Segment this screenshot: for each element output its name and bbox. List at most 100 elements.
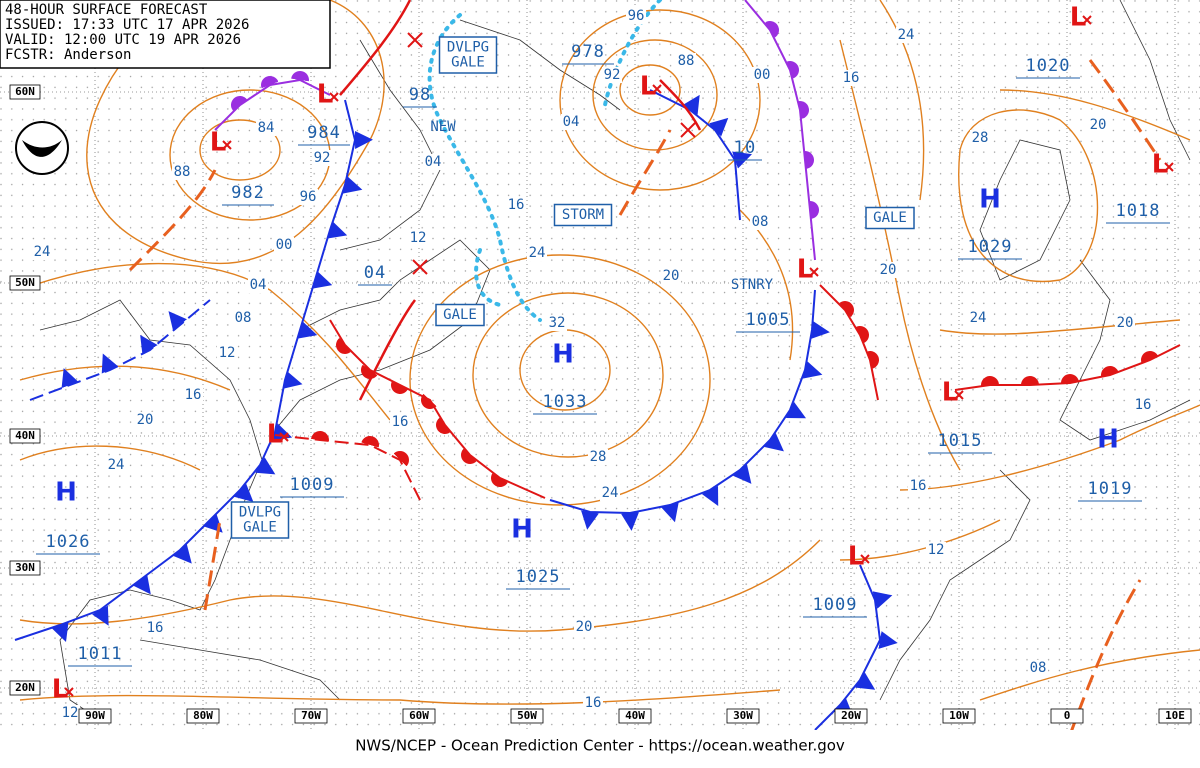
isobar-label: 88 (174, 164, 191, 180)
lon-label: 40W (625, 709, 645, 722)
forecast-x (407, 32, 423, 48)
pressure-label: 98 (409, 85, 431, 105)
lon-label-bg (834, 708, 868, 724)
isobar-label: 16 (185, 387, 202, 403)
warning-box (865, 206, 915, 230)
isobar-label: 96 (300, 189, 317, 205)
low-symbol: L (640, 72, 657, 102)
isobar-label-bg (1028, 660, 1048, 676)
isobar-label: 16 (392, 414, 409, 430)
low-center-x (279, 432, 289, 442)
low-symbol: L (1070, 3, 1087, 33)
low-symbol: L (52, 675, 69, 705)
low-center-x (860, 554, 870, 564)
isobar-label-bg (217, 345, 237, 361)
isobar-label: 04 (250, 277, 267, 293)
pressure-label: 10 (734, 138, 756, 158)
isobar-label-bg (1115, 315, 1135, 331)
warning-text: DVLPG (447, 40, 489, 56)
isobar-label: 20 (880, 262, 897, 278)
lon-label: 10W (949, 709, 969, 722)
pressure-label: 04 (364, 263, 386, 283)
lon-label: 20W (841, 709, 861, 722)
lat-label: 30N (15, 561, 35, 574)
lon-label-bg (294, 708, 328, 724)
low-symbol: L (942, 378, 959, 408)
low-center-x (1082, 15, 1092, 25)
isobar-label: 84 (258, 120, 275, 136)
isobar-label-bg (527, 245, 547, 261)
isobar-label: 28 (972, 130, 989, 146)
isobar-label-bg (600, 485, 620, 501)
footer-band (0, 730, 1200, 764)
low-symbol: L (210, 128, 227, 158)
isobar-label-bg (135, 412, 155, 428)
isobar-label: 20 (663, 268, 680, 284)
fronts (14, 0, 1181, 736)
low-center-x (1164, 162, 1174, 172)
lon-label-bg (726, 708, 760, 724)
lat-label-bg (9, 84, 41, 100)
isobar-label: 08 (235, 310, 252, 326)
high-symbol: H (511, 515, 533, 545)
high-symbol: H (979, 185, 1001, 215)
pressure-label: 1009 (813, 595, 858, 615)
header-line: VALID: 12:00 UTC 19 APR 2026 (5, 32, 241, 48)
low-center-x (329, 92, 339, 102)
forecast-x (412, 259, 428, 275)
isobar-label-bg (602, 67, 622, 83)
pressure-label: 1019 (1088, 479, 1133, 499)
lon-label-bg (402, 708, 436, 724)
warning-box (230, 501, 290, 539)
pressure-label: 984 (307, 123, 341, 143)
isobar-label: 16 (910, 478, 927, 494)
warning-box (435, 303, 485, 327)
pressure-label: 978 (571, 42, 605, 62)
pressure-label: 1033 (543, 392, 588, 412)
lat-label-bg (9, 560, 41, 576)
isobar-label: 20 (137, 412, 154, 428)
isobar-label: 12 (928, 542, 945, 558)
high-symbol: H (1097, 425, 1119, 455)
low-center-x (222, 140, 232, 150)
isobar-label: 12 (410, 230, 427, 246)
pressure-label: 1020 (1026, 56, 1071, 76)
isobar-label: 20 (1117, 315, 1134, 331)
isobar-label: 24 (529, 245, 546, 261)
isobar-label-bg (970, 130, 990, 146)
lon-label: 30W (733, 709, 753, 722)
isobar-label-bg (172, 164, 192, 180)
isobar-label: 12 (62, 705, 79, 721)
pressure-label: 1009 (290, 475, 335, 495)
forecast-x (680, 122, 696, 138)
low-symbol: L (797, 255, 814, 285)
low-center-x (809, 267, 819, 277)
lon-label-bg (186, 708, 220, 724)
warning-text: STORM (562, 207, 604, 223)
warning-text: GALE (243, 520, 277, 536)
lon-label: 80W (193, 709, 213, 722)
isobar-label: 20 (576, 619, 593, 635)
lon-label-bg (618, 708, 652, 724)
isobar-label: 24 (602, 485, 619, 501)
lat-label-bg (9, 275, 41, 291)
lat-label: 60N (15, 85, 35, 98)
low-symbol: L (317, 80, 334, 110)
isobar-label: 24 (34, 244, 51, 260)
footer: NWS/NCEP - Ocean Prediction Center - htt… (355, 737, 845, 755)
lon-label: 0 (1064, 709, 1071, 722)
isobar-label: 24 (108, 457, 125, 473)
isobar-label-bg (896, 27, 916, 43)
warning-box (553, 203, 613, 227)
lat-label: 20N (15, 681, 35, 694)
isobar-label: 00 (754, 67, 771, 83)
isobar-label: 08 (752, 214, 769, 230)
isobar-label-bg (183, 387, 203, 403)
isobar-label: 16 (585, 695, 602, 711)
pressure-label: 982 (231, 183, 265, 203)
pressure-label: 1029 (968, 237, 1013, 257)
isobar-label: 04 (425, 154, 442, 170)
pressure-label: 1025 (516, 567, 561, 587)
isobar-label: 20 (1090, 117, 1107, 133)
